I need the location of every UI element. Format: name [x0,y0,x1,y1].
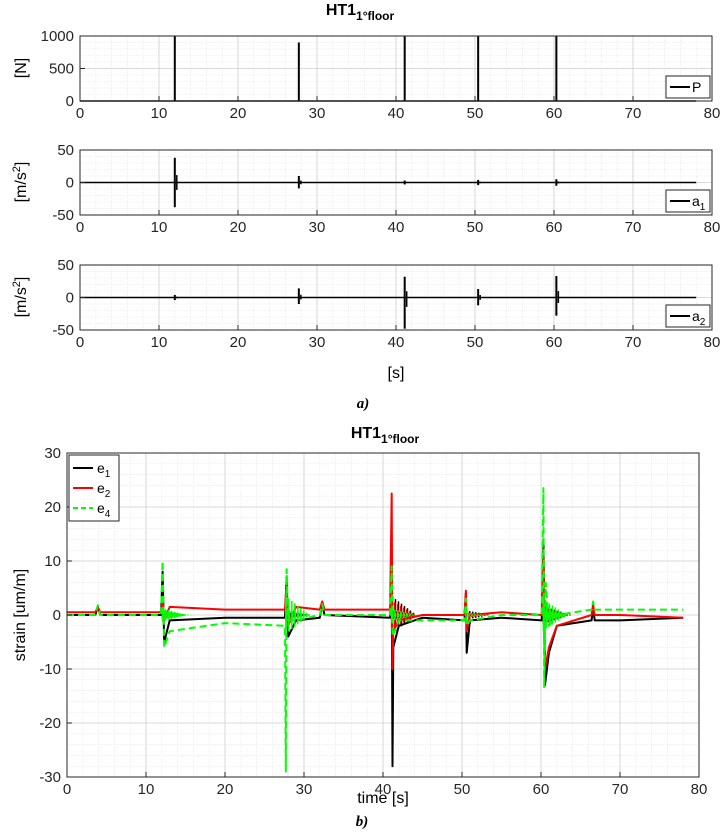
y-tick-label: 50 [57,257,74,274]
x-tick-label: 60 [546,105,563,122]
y-tick-label: -50 [52,322,74,339]
y-tick-label: 0 [66,175,74,192]
x-tick-label: 40 [388,219,405,236]
x-tick-label: 10 [151,105,168,122]
x-tick-label: 40 [388,105,405,122]
x-tick-label: 80 [704,219,721,236]
panel-p-force: 0 10 20 30 40 50 60 70 80 0 500 1000 [N] P [13,28,720,122]
series-a2 [80,276,697,329]
x-tick-label: 10 [151,334,168,351]
y-tick-label: 0 [66,93,74,110]
x-tick-label: 10 [151,219,168,236]
caption-b: b) [356,814,369,830]
x-tick-label: 0 [76,334,84,351]
x-tick-label: 20 [230,219,247,236]
y-tick-label: 0 [53,607,61,624]
x-tick-label: 70 [625,334,642,351]
x-tick-label: 50 [454,781,471,798]
ticks-1: 0 10 20 30 40 50 60 70 80 0 500 1000 [41,28,721,122]
x-tick-label: 60 [533,781,550,798]
x-tick-label: 10 [138,781,155,798]
x-tick-label: 0 [76,219,84,236]
series-line-e4 [67,487,684,773]
y-tick-label: 500 [49,61,74,78]
x-tick-label: 40 [388,334,405,351]
y-tick-label: -30 [39,769,61,786]
x-tick-label: 30 [309,334,326,351]
x-tick-label: 30 [309,219,326,236]
figure-b-title: HT11°floor [351,425,420,446]
y-axis-label-4: strain [um/m] [12,569,29,661]
y-tick-label: -10 [39,661,61,678]
series-a1 [80,157,697,208]
x-tick-label: 30 [296,781,313,798]
y-tick-label: 20 [44,499,61,516]
x-tick-label: 80 [704,334,721,351]
legend-2: a1 [665,189,711,213]
x-tick-label: 70 [612,781,629,798]
series-strain [67,487,684,773]
x-tick-label: 50 [467,105,484,122]
y-tick-label: 50 [57,142,74,159]
y-tick-label: 1000 [41,28,74,45]
x-tick-label: 20 [217,781,234,798]
panel-strain: 0 10 20 30 40 50 60 70 80 -30 -20 -10 0 10 20 30 strain… [12,445,707,807]
y-tick-label: 10 [44,553,61,570]
y-axis-label-2: [m/s2] [11,162,30,203]
ticks-4: 0 10 20 30 40 50 60 70 80 -30 -20 -10 0 10 20 30 [39,445,707,798]
x-tick-label: 70 [625,105,642,122]
x-axis-label-a: [s] [388,365,405,382]
x-tick-label: 20 [230,334,247,351]
x-tick-label: 50 [467,334,484,351]
legend-3: a2 [665,304,711,328]
x-tick-label: 40 [375,781,392,798]
x-tick-label: 0 [76,105,84,122]
x-axis-label-4: time [s] [357,790,409,807]
y-tick-label: 30 [44,445,61,462]
x-tick-label: 70 [625,219,642,236]
y-axis-label-1: [N] [13,58,30,78]
legend-1: P [665,75,711,99]
x-tick-label: 80 [691,781,708,798]
x-tick-label: 80 [704,105,721,122]
legend-label: P [692,79,701,95]
caption-a: a) [357,396,370,412]
y-axis-label-3: [m/s2] [11,277,30,318]
x-tick-label: 30 [309,105,326,122]
figure-a-title: HT11°floor [326,2,395,23]
x-tick-label: 20 [230,105,247,122]
y-tick-label: -20 [39,715,61,732]
x-tick-label: 60 [546,219,563,236]
x-tick-label: 60 [546,334,563,351]
x-tick-label: 50 [467,219,484,236]
y-tick-label: -50 [52,207,74,224]
y-tick-label: 0 [66,290,74,307]
x-tick-label: 0 [63,781,71,798]
